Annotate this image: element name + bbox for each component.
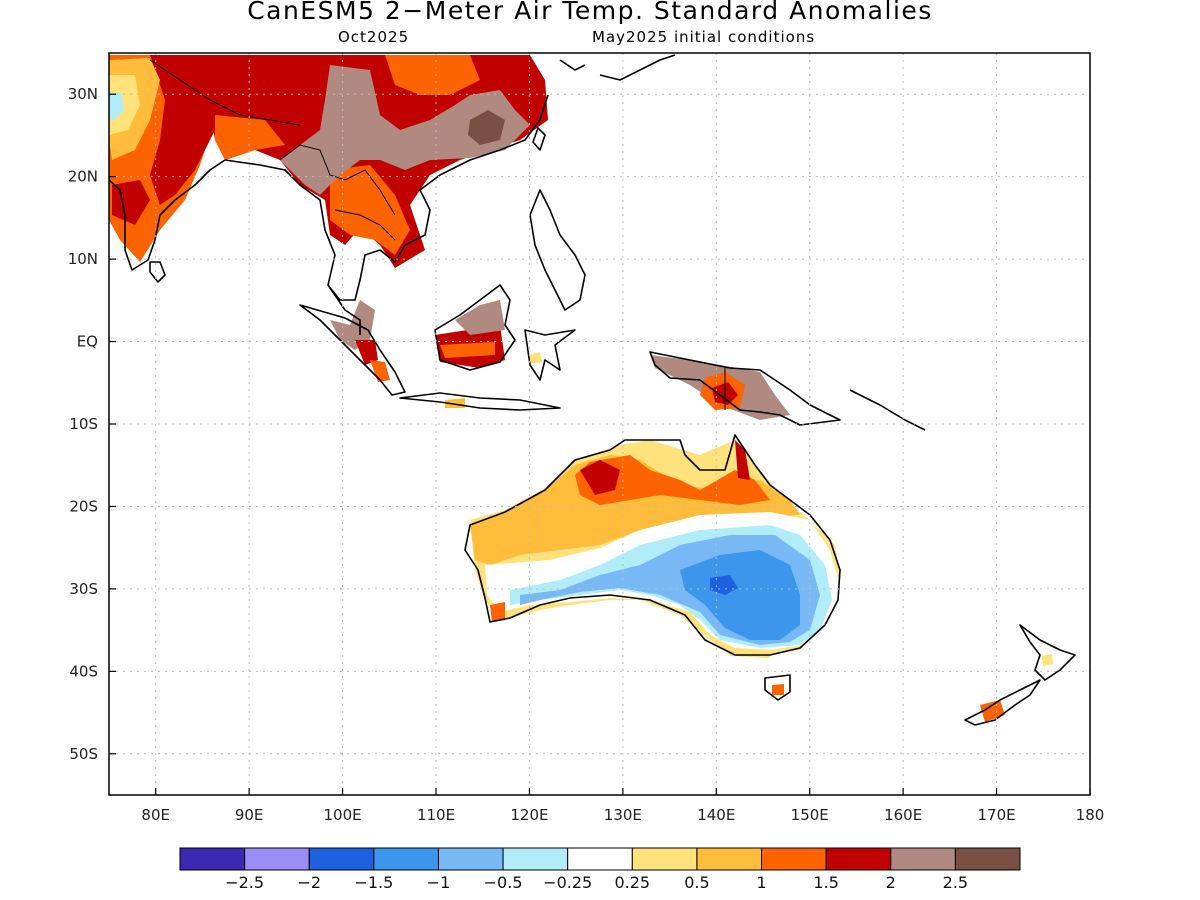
coastline-nz-north <box>1019 624 1076 681</box>
lon-tick-label: 180 <box>1076 806 1105 824</box>
colorbar-label: −0.5 <box>484 873 523 892</box>
colorbar-label: 0.5 <box>684 873 709 892</box>
lon-tick-label: 80E <box>141 806 170 824</box>
colorbar-swatch <box>825 847 892 871</box>
anomaly-region-india-cold <box>109 92 124 120</box>
colorbar-swatch <box>437 847 504 871</box>
map-title: CanESM5 2−Meter Air Temp. Standard Anoma… <box>247 0 933 25</box>
anomaly-region-sumatra-orange <box>370 360 390 382</box>
lon-tick-label: 110E <box>417 806 455 824</box>
colorbar-label: −1 <box>427 873 451 892</box>
lat-tick-label: 20S <box>69 497 98 515</box>
lat-tick-label: 40S <box>69 662 98 680</box>
anomaly-region-sumatra-brown <box>330 300 375 350</box>
lat-tick-label: 30S <box>69 580 98 598</box>
colorbar-swatch <box>761 847 827 871</box>
anomaly-region-china-orange-2 <box>330 165 410 255</box>
colorbar-label: 2.5 <box>943 873 968 892</box>
colorbar-swatch <box>696 847 763 871</box>
coastline-nz-south <box>964 679 1041 726</box>
anomaly-region-china-orange-3 <box>215 115 285 160</box>
anomaly-region-china-brown <box>280 65 530 195</box>
coastline-malaya <box>327 284 361 335</box>
coastline-srilanka <box>149 261 166 283</box>
coastlines <box>109 54 1076 726</box>
coastline-newguinea <box>649 351 841 426</box>
colorbar-swatch <box>502 847 569 871</box>
colorbar: −2.5 −2 −1.5 −1 −0.5 −0.25 0.25 0.5 1 1.5 2 2.5 <box>179 847 1021 892</box>
lat-tick-label: 10N <box>68 250 98 268</box>
coastline-java <box>399 392 561 411</box>
anomaly-region-china-orange <box>385 55 480 95</box>
anomaly-region-australia-orange <box>470 455 800 565</box>
colorbar-swatch <box>631 847 698 871</box>
anomaly-region-tasmania-orange <box>772 684 784 695</box>
coastline-sulawesi <box>524 329 576 381</box>
lon-tick-label: 120E <box>510 806 548 824</box>
anomaly-region-india-light <box>109 75 140 135</box>
coastline-australia <box>464 434 841 656</box>
border-laos <box>344 169 396 216</box>
lat-tick-label: 20N <box>68 168 98 186</box>
anomaly-region-australia-red-east <box>735 440 750 480</box>
lon-tick-label: 100E <box>324 806 362 824</box>
coastline-korea <box>559 59 586 71</box>
lon-tick-label: 90E <box>235 806 264 824</box>
coastline-indochina <box>224 94 549 301</box>
colorbar-label: −2.5 <box>225 873 264 892</box>
initial-conditions: May2025 initial conditions <box>592 28 816 46</box>
anomaly-region-sulawesi-yellow <box>528 352 542 364</box>
anomaly-region-australia-blue-core <box>710 575 738 595</box>
border-himalaya <box>149 59 301 126</box>
colorbar-label: 2 <box>886 873 896 892</box>
lat-tick-label: EQ <box>77 333 98 351</box>
colorbar-swatch <box>567 847 633 871</box>
anomaly-region-australia-blue <box>680 550 800 640</box>
colorbar-swatch <box>890 847 956 871</box>
colorbar-label: 0.25 <box>614 873 650 892</box>
forecast-month: Oct2025 <box>338 28 410 46</box>
anomaly-region-australia-red <box>580 460 620 495</box>
coastline-japan <box>599 54 676 81</box>
anomaly-region-borneo-brown <box>455 300 505 335</box>
anomaly-region-nz-yellow <box>1042 654 1053 666</box>
anomaly-region-australia-dark-orange <box>575 455 770 505</box>
colorbar-label: −2 <box>297 873 321 892</box>
lon-tick-label: 130E <box>604 806 642 824</box>
coastline-sumatra <box>299 304 406 396</box>
colorbar-swatch <box>954 847 1021 871</box>
anomaly-region-sumatra-red <box>355 340 378 365</box>
lon-tick-label: 170E <box>978 806 1016 824</box>
anomaly-region-china-dark <box>468 110 505 145</box>
coastline-tasmania <box>764 674 791 701</box>
coastline-taiwan <box>532 127 546 151</box>
colorbar-label: 1 <box>756 873 766 892</box>
colorbar-swatch <box>179 847 246 871</box>
colorbar-label: 1.5 <box>813 873 838 892</box>
colorbar-swatch <box>308 847 375 871</box>
lon-tick-label: 160E <box>884 806 922 824</box>
lat-tick-label: 10S <box>69 415 98 433</box>
axis-labels: 30N 20N 10N EQ 10S 20S 30S 40S 50S 80E 90E 100E 110E… <box>68 85 1105 824</box>
lat-tick-label: 30N <box>68 85 98 103</box>
coastline-borneo <box>434 284 516 371</box>
colorbar-swatch <box>373 847 439 871</box>
colorbar-label: −0.25 <box>543 873 592 892</box>
country-borders <box>149 59 726 410</box>
anomaly-region-india-red-2 <box>112 180 150 225</box>
lon-tick-label: 150E <box>791 806 829 824</box>
border-thailand <box>334 209 396 241</box>
anomaly-region-australia-southwest-orange <box>490 602 505 622</box>
colorbar-swatch <box>244 847 310 871</box>
anomaly-shading <box>109 55 1053 722</box>
anomaly-region-borneo-orange <box>440 342 495 358</box>
coastline-india <box>109 159 226 271</box>
coastline-philippines <box>529 189 586 311</box>
colorbar-label: −1.5 <box>354 873 393 892</box>
lon-tick-label: 140E <box>697 806 735 824</box>
coastline-solomons <box>849 389 926 431</box>
lat-tick-label: 50S <box>69 745 98 763</box>
